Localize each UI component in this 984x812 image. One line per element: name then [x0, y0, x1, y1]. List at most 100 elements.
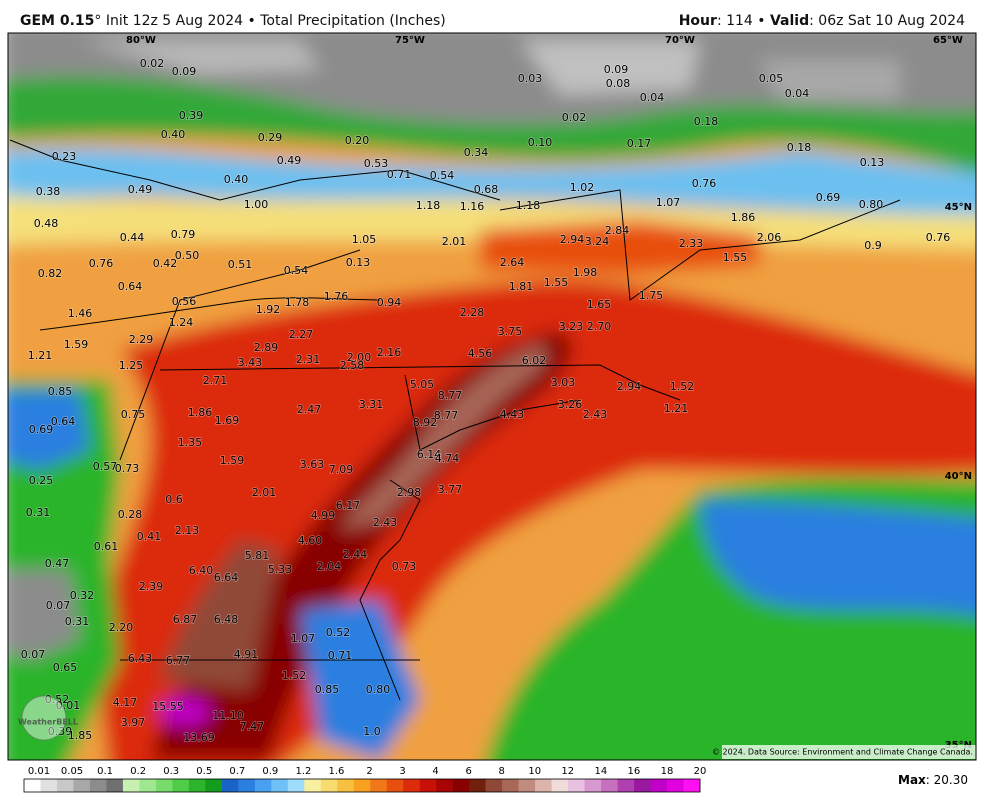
point-value: 6.64 [214, 571, 239, 584]
point-value: 0.61 [94, 540, 119, 553]
colorbar-frame [23, 778, 701, 793]
colorbar-swatch [221, 779, 239, 792]
colorbar-swatch [601, 779, 618, 792]
point-value: 0.75 [121, 408, 146, 421]
point-value: 0.18 [787, 141, 812, 154]
colorbar-swatch [73, 779, 91, 792]
point-value: 1.76 [324, 290, 349, 303]
point-value: 0.64 [118, 280, 143, 293]
point-value: 2.71 [203, 374, 228, 387]
colorbar-label: 0.2 [130, 766, 146, 777]
point-value: 1.18 [516, 199, 541, 212]
colorbar-swatch [287, 779, 305, 792]
point-value: 4.56 [468, 347, 493, 360]
point-value: 2.29 [129, 333, 154, 346]
colorbar-swatch [106, 779, 124, 792]
point-value: 15.55 [152, 700, 184, 713]
lat-label: 45°N [945, 202, 972, 213]
point-value: 3.24 [585, 235, 610, 248]
colorbar-swatch [650, 779, 668, 792]
point-value: 1.35 [178, 436, 203, 449]
point-value: 2.58 [340, 359, 365, 372]
colorbar-label: 4 [432, 766, 438, 777]
point-value: 6.17 [336, 499, 361, 512]
max-label: Max: 20.30 [898, 773, 968, 787]
point-value: 0.57 [93, 460, 118, 473]
point-value: 0.85 [48, 385, 73, 398]
colorbar-swatch [56, 779, 74, 792]
point-value: 2.20 [109, 621, 134, 634]
lat-label: 40°N [945, 471, 972, 482]
precip-field [8, 33, 976, 760]
valid-value: : 06z Sat 10 Aug 2024 [809, 13, 965, 29]
lon-label: 70°W [665, 35, 695, 46]
point-value: 0.01 [56, 699, 81, 712]
colorbar-swatch [370, 779, 388, 792]
point-value: 8.92 [413, 416, 438, 429]
colorbar-label: 0.01 [28, 766, 50, 777]
colorbar-swatch [634, 779, 651, 792]
point-value: 1.00 [244, 198, 269, 211]
colorbar-label: 16 [628, 766, 641, 777]
point-value: 6.02 [522, 354, 547, 367]
point-value: 0.49 [277, 154, 302, 167]
point-value: 1.52 [282, 669, 307, 682]
point-value: 1.65 [587, 298, 612, 311]
point-value: 0.48 [34, 217, 59, 230]
point-value: 0.09 [604, 63, 629, 76]
colorbar-swatch [337, 779, 355, 792]
colorbar-label: 10 [528, 766, 541, 777]
point-values: 0.020.090.030.090.080.040.050.040.02 0.18… [20, 56, 951, 745]
point-value: 0.65 [53, 661, 78, 674]
point-value: 2.39 [139, 580, 164, 593]
point-value: 5.81 [245, 549, 270, 562]
point-value: 1.46 [68, 307, 93, 320]
colorbar-label: 18 [661, 766, 674, 777]
point-value: 0.47 [45, 557, 70, 570]
point-value: 0.18 [694, 115, 719, 128]
point-value: 3.31 [359, 398, 384, 411]
point-value: 1.85 [68, 729, 93, 742]
point-value: 0.41 [137, 530, 162, 543]
map-frame [7, 32, 977, 761]
point-value: 0.10 [528, 136, 553, 149]
colorbar-swatch [386, 779, 404, 792]
point-value: 0.40 [224, 173, 249, 186]
colorbar-swatch [188, 779, 206, 792]
point-value: 0.04 [785, 87, 810, 100]
point-value: 2.98 [397, 486, 422, 499]
point-value: 0.54 [284, 264, 309, 277]
point-value: 3.97 [121, 716, 146, 729]
point-value: 0.71 [328, 649, 353, 662]
point-value: 0.80 [859, 198, 884, 211]
valid-key: Valid [770, 13, 809, 29]
point-value: 0.44 [120, 231, 145, 244]
point-value: 1.07 [656, 196, 681, 209]
map: 0.020.090.030.090.080.040.050.040.02 0.18… [8, 33, 976, 760]
point-value: 2.94 [560, 233, 585, 246]
point-value: 0.50 [175, 249, 200, 262]
point-value: 2.43 [373, 516, 398, 529]
colorbar-swatch [139, 779, 157, 792]
colorbar-swatch [452, 779, 470, 792]
point-value: 0.17 [627, 137, 652, 150]
point-value: 0.25 [29, 474, 54, 487]
point-value: 1.86 [188, 406, 213, 419]
point-value: 1.86 [731, 211, 756, 224]
coastlines [9, 139, 901, 701]
point-value: 3.75 [498, 325, 523, 338]
max-key: Max [898, 773, 926, 787]
hour-value: : 114 • [717, 13, 770, 29]
point-value: 0.79 [171, 228, 196, 241]
colorbar-swatch [320, 779, 338, 792]
point-value: 0.76 [692, 177, 717, 190]
point-value: 0.05 [759, 72, 784, 85]
point-value: 0.76 [89, 257, 114, 270]
point-value: 0.6 [165, 493, 183, 506]
point-value: 1.05 [352, 233, 377, 246]
lon-label: 65°W [933, 35, 963, 46]
colorbar-swatch [172, 779, 190, 792]
point-value: 0.73 [115, 462, 140, 475]
point-value: 7.09 [329, 463, 354, 476]
colorbar-swatch [551, 779, 569, 792]
